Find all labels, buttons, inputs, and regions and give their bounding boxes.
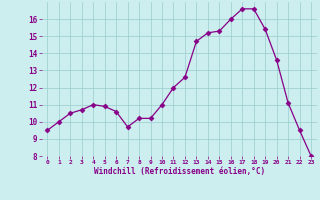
X-axis label: Windchill (Refroidissement éolien,°C): Windchill (Refroidissement éolien,°C) (94, 167, 265, 176)
